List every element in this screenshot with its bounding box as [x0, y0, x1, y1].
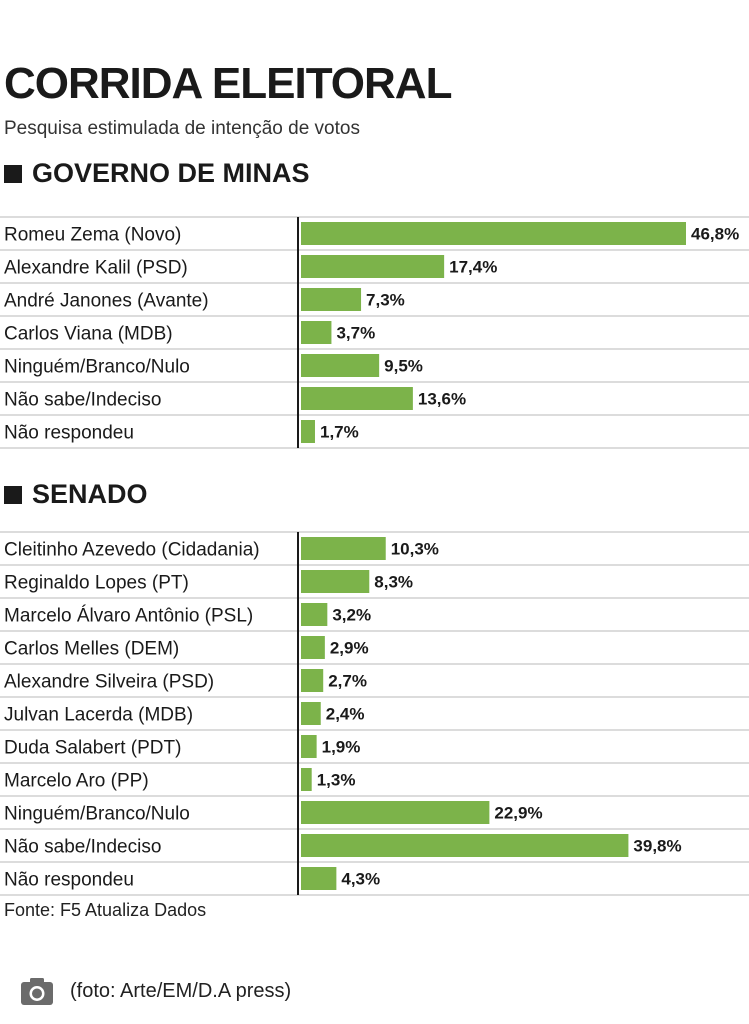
- bar: [301, 867, 337, 890]
- category-label: Marcelo Álvaro Antônio (PSL): [4, 606, 253, 627]
- bar: [301, 537, 386, 560]
- category-label: Cleitinho Azevedo (Cidadania): [4, 540, 260, 561]
- governo-bar-chart: Romeu Zema (Novo) 46,8% Alexandre Kalil (P…: [0, 216, 749, 449]
- value-label: 1,7%: [320, 423, 359, 442]
- square-bullet-icon: [4, 164, 22, 183]
- section-heading-governo: GOVERNO DE MINAS: [4, 160, 310, 187]
- bar: [301, 222, 686, 245]
- category-label: Julvan Lacerda (MDB): [4, 705, 193, 726]
- category-label: Romeu Zema (Novo): [4, 225, 181, 246]
- category-label: Duda Salabert (PDT): [4, 738, 181, 759]
- value-label: 46,8%: [691, 225, 739, 244]
- source-note: Fonte: F5 Atualiza Dados: [4, 900, 207, 920]
- value-label: 7,3%: [366, 291, 405, 310]
- bar: [301, 420, 315, 443]
- category-label: Ninguém/Branco/Nulo: [4, 804, 190, 825]
- value-label: 10,3%: [391, 540, 439, 559]
- category-label: Alexandre Silveira (PSD): [4, 672, 214, 693]
- chart-subtitle: Pesquisa estimulada de intenção de votos: [4, 118, 360, 139]
- bar: [301, 801, 490, 824]
- value-label: 2,7%: [328, 672, 367, 691]
- bar: [301, 321, 332, 344]
- caption-text: (foto: Arte/EM/D.A press): [70, 979, 292, 1002]
- category-label: Não sabe/Indeciso: [4, 390, 161, 411]
- category-label: Reginaldo Lopes (PT): [4, 573, 189, 594]
- category-label: Alexandre Kalil (PSD): [4, 258, 188, 279]
- section-title-governo: GOVERNO DE MINAS: [32, 158, 310, 188]
- bar: [301, 570, 370, 593]
- bar: [301, 636, 325, 659]
- senado-bar-chart: Cleitinho Azevedo (Cidadania) 10,3% Regina…: [0, 531, 749, 896]
- bar: [301, 735, 317, 758]
- category-label: Marcelo Aro (PP): [4, 771, 149, 792]
- value-label: 3,2%: [332, 606, 371, 625]
- category-label: Não sabe/Indeciso: [4, 837, 161, 858]
- bar: [301, 702, 321, 725]
- section-title-senado: SENADO: [32, 479, 148, 509]
- value-label: 17,4%: [449, 258, 497, 277]
- bar: [301, 834, 629, 857]
- category-label: Carlos Melles (DEM): [4, 639, 179, 660]
- bar: [301, 354, 380, 377]
- value-label: 9,5%: [384, 357, 423, 376]
- photo-caption: (foto: Arte/EM/D.A press): [20, 976, 291, 1006]
- value-label: 4,3%: [341, 870, 380, 889]
- bar: [301, 768, 312, 791]
- category-label: Ninguém/Branco/Nulo: [4, 357, 190, 378]
- value-label: 1,3%: [317, 771, 356, 790]
- square-bullet-icon: [4, 485, 22, 504]
- value-label: 3,7%: [336, 324, 375, 343]
- value-label: 8,3%: [374, 573, 413, 592]
- category-label: André Janones (Avante): [4, 291, 209, 312]
- category-label: Carlos Viana (MDB): [4, 324, 173, 345]
- value-label: 1,9%: [322, 738, 361, 757]
- chart-title: CORRIDA ELEITORAL: [4, 59, 452, 108]
- bar: [301, 255, 445, 278]
- value-label: 2,4%: [326, 705, 365, 724]
- category-label: Não respondeu: [4, 870, 134, 891]
- section-heading-senado: SENADO: [4, 481, 148, 508]
- value-label: 2,9%: [330, 639, 369, 658]
- value-label: 22,9%: [494, 804, 542, 823]
- value-label: 13,6%: [418, 390, 466, 409]
- bar: [301, 387, 413, 410]
- camera-icon: [21, 978, 53, 1005]
- bar: [301, 288, 362, 311]
- value-label: 39,8%: [633, 837, 681, 856]
- bar: [301, 669, 324, 692]
- bar: [301, 603, 328, 626]
- category-label: Não respondeu: [4, 423, 134, 444]
